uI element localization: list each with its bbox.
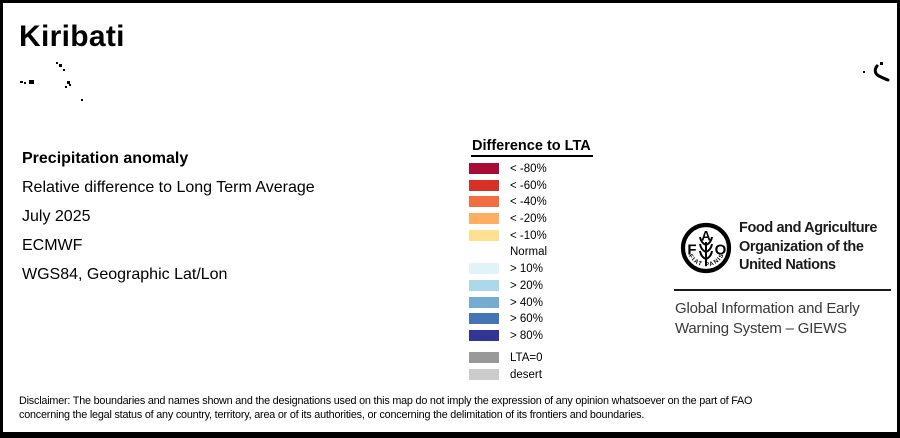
fao-divider	[674, 289, 891, 291]
legend-swatch	[469, 329, 499, 341]
island-dot	[59, 64, 62, 67]
island-dot	[880, 62, 883, 65]
island-dot	[24, 82, 26, 84]
legend-row: < -60%	[469, 179, 593, 192]
island-atoll-shape	[873, 64, 890, 82]
legend-label: < -10%	[510, 229, 547, 242]
legend-swatch	[469, 368, 499, 380]
disclaimer-line-1: Disclaimer: The boundaries and names sho…	[19, 395, 753, 407]
fao-logo-letter-o: O	[715, 242, 727, 259]
legend-label: > 40%	[510, 296, 543, 309]
legend-title: Difference to LTA	[471, 138, 593, 157]
legend-row: LTA=0	[469, 351, 593, 364]
fao-logo-letter-f: F	[687, 242, 696, 259]
legend-rows: < -80% < -60% < -40% < -20% < -10% Normal > 10…	[469, 163, 593, 380]
fao-org-line-1: Food and Agriculture	[739, 220, 878, 236]
legend-swatch	[469, 313, 499, 325]
info-line-projection: WGS84, Geographic Lat/Lon	[22, 266, 228, 283]
legend-swatch	[469, 196, 499, 208]
legend-label: LTA=0	[510, 351, 543, 364]
giews-label: Global Information and Early Warning Sys…	[675, 299, 860, 338]
legend-row: > 20%	[469, 279, 593, 292]
legend-label: > 20%	[510, 279, 543, 292]
fao-org-line-3: United Nations	[739, 257, 836, 274]
island-dot	[69, 84, 71, 86]
fao-logo-letter-a: A	[701, 229, 711, 244]
disclaimer-line-2: concerning the legal status of any count…	[19, 408, 645, 421]
legend-swatch	[469, 296, 499, 308]
legend-swatch	[469, 263, 499, 275]
island-dot	[81, 99, 83, 101]
giews-line-2: Warning System – GIEWS	[675, 319, 847, 337]
island-dot	[56, 62, 58, 64]
island-dot	[63, 69, 65, 71]
legend: Difference to LTA < -80% < -60% < -40% < -2…	[469, 137, 593, 385]
legend-row: < -20%	[469, 213, 593, 226]
legend-swatch	[469, 229, 499, 241]
legend-label: > 10%	[510, 263, 543, 276]
fao-org-name: Food and Agriculture Organization of the…	[739, 219, 877, 275]
legend-swatch	[469, 246, 499, 258]
giews-line-1: Global Information and Early	[675, 300, 860, 317]
island-dot	[67, 81, 70, 84]
legend-label: > 60%	[510, 313, 543, 326]
disclaimer: Disclaimer: The boundaries and names sho…	[19, 395, 752, 422]
legend-label: < -40%	[510, 196, 547, 209]
legend-row: < -80%	[469, 163, 593, 175]
legend-label: < -20%	[510, 213, 547, 226]
legend-row: > 40%	[469, 296, 593, 309]
legend-swatch	[469, 351, 499, 363]
info-line-source: ECMWF	[22, 237, 83, 254]
fao-logo-icon: A F O FIAT PANIS	[680, 222, 732, 274]
fao-org-line-2: Organization of the	[739, 238, 864, 255]
island-dot	[65, 86, 67, 88]
legend-row: < -40%	[469, 196, 593, 209]
map-info-block: Precipitation anomaly Relative differenc…	[22, 144, 315, 289]
country-title: Kiribati	[19, 20, 125, 53]
legend-row: > 10%	[469, 263, 593, 276]
legend-swatch	[469, 279, 499, 291]
island-dot	[863, 71, 865, 73]
legend-label: Normal	[510, 246, 548, 259]
legend-row: Normal	[469, 246, 593, 259]
info-line-date: July 2025	[22, 208, 91, 225]
legend-swatch	[469, 179, 499, 191]
map-subtitle: Precipitation anomaly	[22, 150, 189, 167]
legend-label: < -60%	[510, 179, 547, 192]
legend-row: > 80%	[469, 329, 593, 342]
island-dot	[20, 81, 23, 83]
legend-label: desert	[510, 368, 542, 381]
legend-label: > 80%	[510, 329, 543, 342]
legend-swatch	[469, 163, 499, 174]
legend-label: < -80%	[510, 163, 547, 175]
fao-logo-wheat-ear	[699, 236, 713, 266]
legend-swatch	[469, 213, 499, 225]
legend-row: > 60%	[469, 313, 593, 326]
island-dot	[29, 80, 34, 84]
legend-row: desert	[469, 368, 593, 381]
info-line-method: Relative difference to Long Term Average	[22, 179, 315, 196]
legend-row: < -10%	[469, 229, 593, 242]
